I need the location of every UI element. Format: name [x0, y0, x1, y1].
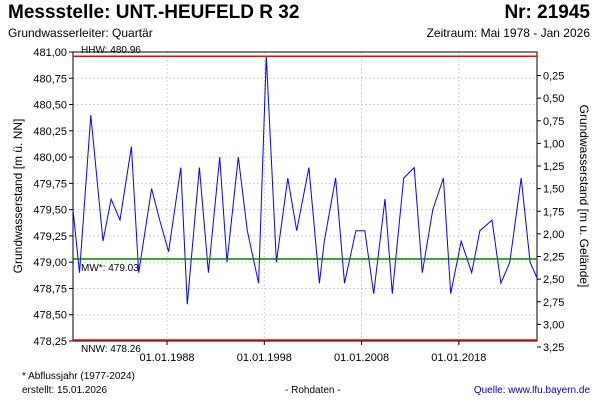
series-line [72, 56, 538, 305]
y2-tick-label: 2,25 [543, 252, 564, 264]
y2-tick-label: 1,50 [543, 184, 564, 196]
y-tick-label: 480,75 [33, 73, 67, 85]
reference-label: NNW: 478.26 [81, 344, 141, 355]
y-tick-label: 480,50 [33, 100, 67, 112]
y2-tick-label: 2,75 [543, 297, 564, 309]
y-tick-label: 480,25 [33, 126, 67, 138]
created-date: erstellt: 15.01.2026 [22, 385, 108, 396]
y2-tick-label: 1,00 [543, 138, 564, 150]
right-axis-label: Grundwasserstand [m u. Gelände] [577, 105, 591, 288]
y2-tick-label: 0,50 [543, 93, 564, 105]
y-tick-label: 478,75 [33, 283, 67, 295]
x-axis-ticks: 01.01.1988 01.01.1998 01.01.2008 01.01.2018 [140, 341, 486, 364]
y2-tick-label: 0,25 [543, 71, 564, 83]
left-axis-ticks: 478,25 478,50 478,75 479,00 479,25 479,50 479,… [33, 47, 73, 348]
y-tick-label: 479,25 [33, 231, 67, 243]
y-tick-label: 480,00 [33, 152, 67, 164]
y2-tick-label: 1,25 [543, 161, 564, 173]
y-tick-label: 479,50 [33, 205, 67, 217]
reference-label: MW*: 479.03 [81, 263, 139, 274]
footnote: * Abflussjahr (1977-2024) [22, 371, 135, 382]
y2-tick-label: 2,50 [543, 274, 564, 286]
y2-tick-label: 2,00 [543, 229, 564, 241]
y2-tick-label: 0,75 [543, 116, 564, 128]
reference-label: HHW: 480.96 [81, 45, 141, 56]
y2-tick-label: 1,75 [543, 206, 564, 218]
y-tick-label: 481,00 [33, 47, 67, 59]
grid-lines [73, 51, 537, 342]
station-number: Nr: 21945 [504, 2, 590, 23]
x-tick-label: 01.01.2018 [431, 352, 486, 364]
x-tick-label: 01.01.1998 [237, 352, 292, 364]
y2-tick-label: 3,00 [543, 319, 564, 331]
rawdata-label: - Rohdaten - [285, 385, 341, 396]
reference-lines: HHW: 480.96 MW*: 479.03 NNW: 478.26 [73, 45, 537, 355]
source-link[interactable]: Quelle: www.lfu.bayern.de [473, 385, 590, 396]
aquifer-label: Grundwasserleiter: Quartär [8, 26, 153, 40]
x-tick-label: 01.01.2008 [334, 352, 389, 364]
period-label: Zeitraum: Mai 1978 - Jan 2026 [426, 26, 590, 40]
plot-frame [72, 51, 538, 342]
station-title: Messstelle: UNT.-HEUFELD R 32 [8, 2, 300, 23]
y-tick-label: 479,75 [33, 178, 67, 190]
y-tick-label: 479,00 [33, 257, 67, 269]
left-axis-label: Grundwasserstand [m ü. NN] [11, 119, 25, 274]
y-tick-label: 478,50 [33, 310, 67, 322]
y2-tick-label: 3,25 [543, 342, 564, 354]
x-tick-label: 01.01.1988 [140, 352, 195, 364]
y-tick-label: 478,25 [33, 336, 67, 348]
right-axis-ticks: 0,25 0,50 0,75 1,00 1,25 1,50 1,75 2,00 2,25 2,50… [537, 71, 564, 354]
